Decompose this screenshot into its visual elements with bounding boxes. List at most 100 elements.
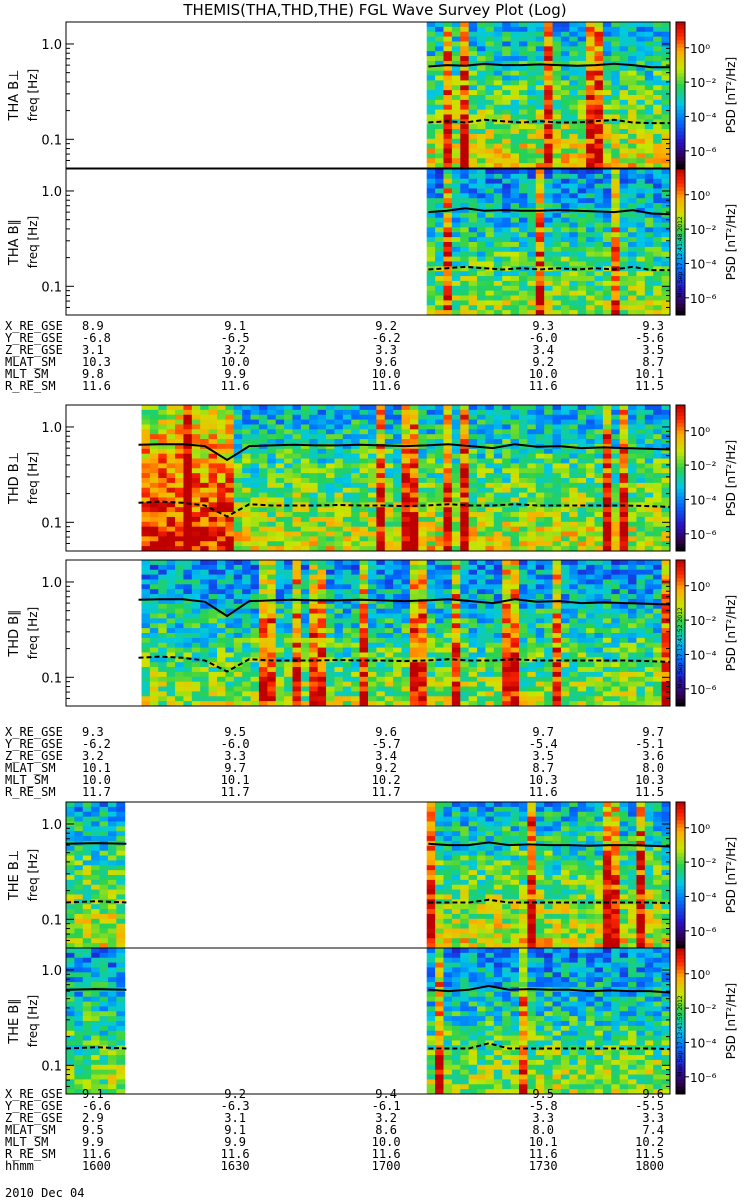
heatmap-cell: [544, 419, 554, 425]
heatmap-cell: [217, 574, 226, 580]
heatmap-cell: [401, 623, 411, 629]
heatmap-cell: [292, 618, 302, 624]
heatmap-cell: [485, 429, 495, 435]
heatmap-cell: [200, 458, 210, 464]
heatmap-cell: [661, 468, 671, 474]
heatmap-cell: [267, 468, 277, 474]
heatmap-cell: [653, 526, 663, 533]
heatmap-cell: [535, 65, 545, 72]
heatmap-cell: [594, 46, 604, 52]
y-tick-label: 0.1: [41, 516, 62, 531]
heatmap-cell: [191, 564, 201, 571]
heatmap-cell: [653, 271, 663, 277]
heatmap-cell: [334, 439, 344, 445]
heatmap-cell: [594, 405, 604, 411]
heatmap-cell: [435, 526, 444, 533]
heatmap-cell: [258, 526, 268, 533]
heatmap-cell: [636, 443, 646, 450]
heatmap-cell: [628, 109, 637, 115]
heatmap-cell: [653, 280, 663, 287]
heatmap-cell: [493, 198, 503, 204]
heatmap-cell: [485, 531, 495, 537]
heatmap-cell: [191, 434, 201, 440]
heatmap-cell: [300, 424, 310, 430]
heatmap-cell: [418, 405, 428, 411]
heatmap-cell: [560, 473, 570, 479]
colorbar-segment: [676, 467, 685, 472]
heatmap-cell: [418, 686, 428, 692]
heatmap-cell: [510, 148, 520, 154]
heatmap-cell: [527, 414, 537, 421]
heatmap-cell: [552, 80, 562, 86]
heatmap-cell: [225, 521, 235, 528]
heatmap-cell: [368, 594, 377, 600]
heatmap-cell: [510, 280, 520, 287]
heatmap-cell: [519, 70, 528, 77]
heatmap-cell: [326, 497, 335, 503]
heatmap-cell: [619, 90, 629, 96]
heatmap-cell: [485, 256, 495, 262]
heatmap-cell: [644, 251, 654, 258]
heatmap-cell: [233, 623, 243, 629]
heatmap-cell: [653, 119, 663, 125]
heatmap-cell: [636, 305, 646, 311]
heatmap-cell: [326, 414, 335, 421]
heatmap-cell: [552, 439, 562, 445]
heatmap-cell: [577, 405, 587, 411]
heatmap-cell: [384, 676, 394, 683]
heatmap-cell: [342, 453, 352, 460]
heatmap-cell: [535, 285, 545, 292]
heatmap-cell: [468, 424, 478, 430]
heatmap-cell: [510, 526, 520, 533]
heatmap-cell: [569, 424, 579, 430]
y-tick-label: 1.0: [41, 38, 62, 53]
heatmap-cell: [409, 497, 419, 503]
heatmap-cell: [586, 124, 595, 130]
heatmap-cell: [166, 521, 176, 528]
heatmap-cell: [359, 667, 369, 673]
heatmap-cell: [149, 497, 159, 503]
heatmap-cell: [426, 613, 436, 619]
heatmap-cell: [200, 536, 210, 542]
heatmap-cell: [242, 482, 252, 489]
heatmap-cell: [653, 232, 663, 238]
heatmap-cell: [577, 75, 587, 81]
heatmap-cell: [435, 90, 444, 96]
heatmap-cell: [200, 608, 210, 615]
colorbar-segment: [676, 263, 685, 269]
heatmap-cell: [569, 310, 579, 316]
heatmap-cell: [292, 642, 302, 649]
heatmap-cell: [527, 536, 537, 542]
heatmap-cell: [443, 143, 453, 150]
heatmap-cell: [300, 526, 310, 533]
heatmap-cell: [393, 448, 403, 455]
heatmap-cell: [217, 603, 226, 610]
heatmap-cell: [166, 439, 176, 445]
heatmap-cell: [225, 419, 235, 425]
heatmap-cell: [409, 546, 419, 552]
heatmap-cell: [300, 598, 310, 605]
heatmap-cell: [619, 183, 629, 189]
heatmap-cell: [636, 492, 646, 498]
heatmap-cell: [510, 463, 520, 469]
heatmap-cell: [351, 521, 361, 528]
heatmap-cell: [628, 251, 637, 258]
heatmap-cell: [158, 637, 168, 644]
heatmap-cell: [217, 613, 226, 619]
heatmap-cell: [435, 143, 444, 150]
heatmap-cell: [653, 22, 663, 28]
heatmap-cell: [451, 531, 461, 537]
heatmap-cell: [502, 276, 512, 282]
heatmap-cell: [384, 531, 394, 537]
heatmap-cell: [342, 618, 352, 624]
heatmap-cell: [309, 487, 319, 494]
heatmap-cell: [275, 662, 285, 668]
heatmap-cell: [661, 60, 671, 67]
heatmap-cell: [477, 212, 486, 219]
heatmap-cell: [535, 158, 545, 164]
heatmap-cell: [443, 434, 453, 440]
heatmap-cell: [258, 667, 268, 673]
heatmap-cell: [477, 276, 486, 282]
heatmap-cell: [217, 647, 226, 653]
heatmap-cell: [485, 95, 495, 101]
